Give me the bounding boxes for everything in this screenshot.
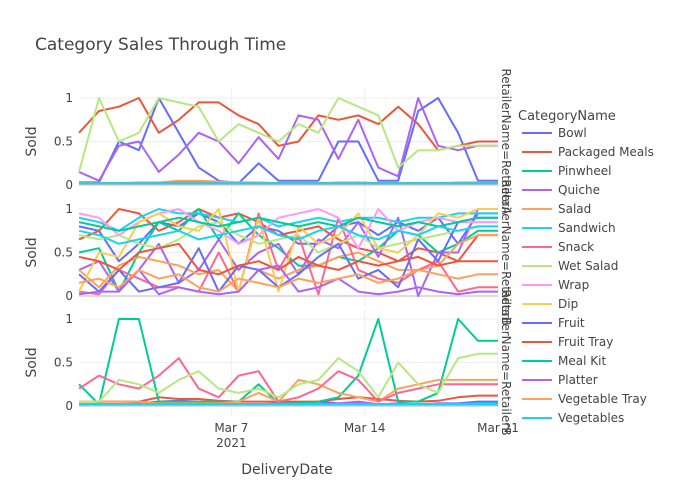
series-line [78, 242, 498, 276]
legend-label: Wet Salad [558, 259, 618, 273]
legend-item[interactable]: Quiche [522, 183, 600, 197]
legend-item[interactable]: Dip [522, 297, 578, 311]
y-tick-label: 1 [65, 91, 73, 105]
legend-label: Platter [558, 373, 598, 387]
legend-label: Fruit [558, 316, 585, 330]
legend-label: Meal Kit [558, 354, 606, 368]
series-line [78, 268, 498, 293]
y-tick-label: 1 [65, 312, 73, 326]
legend-item[interactable]: Wrap [522, 278, 589, 292]
series-line [78, 216, 498, 293]
facet-panel-1: 0 0.5 1 Sold RetailerName=RetailerA [24, 68, 513, 215]
x-axis-title: DeliveryDate [241, 462, 333, 478]
y-tick-label: 1 [65, 202, 73, 216]
facet-panel-2: 0 0.5 1 Sold RetailerName=RetailerB [24, 179, 513, 325]
y-axis-title: Sold [24, 126, 40, 156]
series-line [78, 234, 498, 293]
y-tick-label: 0 [65, 289, 73, 303]
y-tick-label: 0.5 [54, 135, 73, 149]
facet-panel-3: 0 0.5 1 Sold RetailerName=RetailerB [24, 289, 513, 435]
facet-label: RetailerName=RetailerB [499, 289, 513, 435]
series-line [78, 97, 498, 182]
legend-item[interactable]: Snack [522, 240, 594, 254]
legend-title: CategoryName [518, 109, 616, 124]
y-tick-label: 0 [65, 399, 73, 413]
legend-label: Bowl [558, 126, 587, 140]
legend-item[interactable]: Vegetable Tray [522, 392, 647, 406]
y-axis-title: Sold [24, 237, 40, 267]
chart-title: Category Sales Through Time [35, 35, 286, 55]
legend-item[interactable]: Meal Kit [522, 354, 606, 368]
legend-label: Wrap [558, 278, 589, 292]
legend-label: Packaged Meals [558, 145, 654, 159]
x-tick-label: Mar 14 [344, 421, 386, 435]
y-axis-title: Sold [24, 347, 40, 377]
legend-label: Vegetables [558, 411, 624, 425]
series-line [78, 264, 498, 296]
legend-item[interactable]: Fruit [522, 316, 585, 330]
legend-item[interactable]: Pinwheel [522, 164, 611, 178]
series-line [79, 97, 498, 185]
legend-item[interactable]: Wet Salad [522, 259, 618, 273]
legend[interactable]: CategoryName Bowl Packaged Meals Pinwheel Q… [518, 109, 654, 425]
legend-label: Sandwich [558, 221, 616, 235]
legend-label: Pinwheel [558, 164, 611, 178]
legend-label: Vegetable Tray [558, 392, 647, 406]
y-tick-label: 0 [65, 178, 73, 192]
legend-label: Dip [558, 297, 578, 311]
series-line [78, 97, 498, 173]
legend-item[interactable]: Packaged Meals [522, 145, 654, 159]
series-line [78, 216, 498, 232]
legend-label: Salad [558, 202, 591, 216]
legend-item[interactable]: Vegetables [522, 411, 624, 425]
legend-item[interactable]: Sandwich [522, 221, 616, 235]
legend-label: Quiche [558, 183, 600, 197]
series-line [79, 352, 498, 403]
legend-label: Snack [558, 240, 594, 254]
series-line [79, 394, 498, 403]
legend-label: Fruit Tray [558, 335, 613, 349]
legend-item[interactable]: Salad [522, 202, 591, 216]
legend-item[interactable]: Platter [522, 373, 598, 387]
series-line [78, 225, 498, 245]
legend-item[interactable]: Bowl [522, 126, 587, 140]
y-tick-label: 0.5 [54, 246, 73, 260]
x-tick-label: 2021 [216, 436, 247, 450]
legend-item[interactable]: Fruit Tray [522, 335, 613, 349]
facet-label: RetailerName=RetailerB [499, 179, 513, 325]
x-tick-label: Mar 21 [477, 421, 519, 435]
x-tick-label: Mar 7 [214, 421, 248, 435]
facet-label: RetailerName=RetailerA [499, 68, 513, 215]
series-line [78, 357, 498, 403]
y-tick-label: 0.5 [54, 356, 73, 370]
